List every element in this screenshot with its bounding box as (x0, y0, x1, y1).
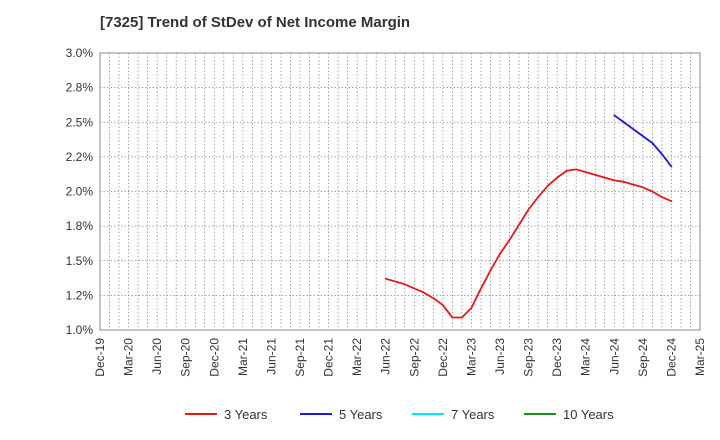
x-tick-label: Sep-24 (636, 338, 650, 377)
series-line (613, 114, 673, 168)
x-tick-label: Dec-24 (664, 338, 678, 377)
y-tick-label: 1.0% (66, 323, 94, 337)
legend-label: 5 Years (339, 407, 383, 422)
x-tick-label: Jun-20 (150, 338, 164, 375)
x-tick-label: Mar-22 (350, 338, 364, 376)
series-line (384, 168, 673, 319)
x-tick-label: Sep-22 (407, 338, 421, 377)
x-tick-label: Sep-23 (522, 338, 536, 377)
legend-label: 3 Years (224, 407, 268, 422)
x-tick-label: Mar-23 (464, 338, 478, 376)
chart-title: [7325] Trend of StDev of Net Income Marg… (100, 14, 411, 31)
x-tick-label: Jun-22 (379, 338, 393, 375)
x-tick-label: Mar-24 (579, 338, 593, 376)
x-tick-label: Mar-25 (693, 338, 707, 376)
y-tick-label: 2.8% (66, 81, 94, 95)
x-tick-label: Dec-19 (93, 338, 107, 377)
x-tick-label: Dec-21 (322, 338, 336, 377)
x-tick-label: Dec-23 (550, 338, 564, 377)
legend-label: 7 Years (451, 407, 495, 422)
y-tick-label: 1.5% (66, 254, 94, 268)
plot-area (100, 53, 700, 330)
x-tick-label: Jun-24 (607, 338, 621, 375)
x-tick-label: Dec-20 (207, 338, 221, 377)
y-tick-label: 2.2% (66, 150, 94, 164)
y-tick-label: 2.0% (66, 185, 94, 199)
x-tick-label: Mar-20 (122, 338, 136, 376)
y-tick-label: 1.8% (66, 219, 94, 233)
x-tick-label: Dec-22 (436, 338, 450, 377)
y-tick-label: 2.5% (66, 115, 94, 129)
plot-border (99, 52, 701, 331)
y-tick-label: 3.0% (66, 46, 94, 60)
y-tick-label: 1.2% (66, 288, 94, 302)
x-tick-label: Jun-23 (493, 338, 507, 375)
x-tick-label: Sep-20 (179, 338, 193, 377)
x-tick-label: Jun-21 (264, 338, 278, 375)
x-tick-label: Mar-21 (236, 338, 250, 376)
legend-label: 10 Years (563, 407, 614, 422)
x-tick-label: Sep-21 (293, 338, 307, 377)
